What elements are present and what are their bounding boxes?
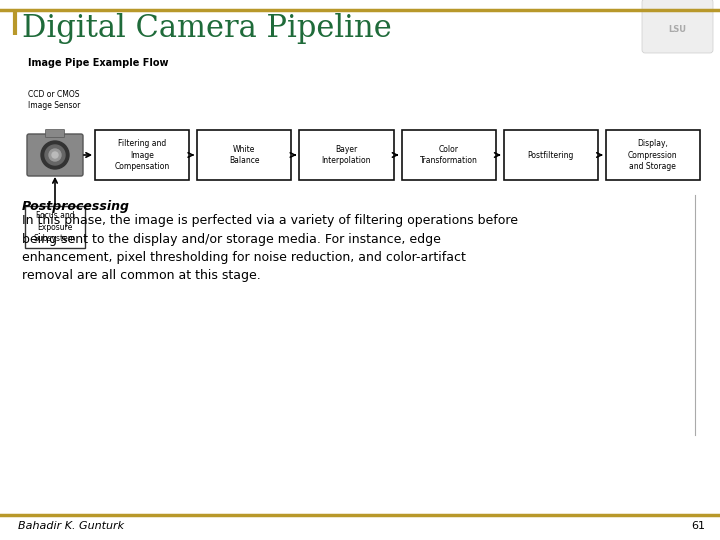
FancyBboxPatch shape bbox=[300, 130, 394, 180]
Text: Bayer
Interpolation: Bayer Interpolation bbox=[322, 145, 372, 165]
FancyBboxPatch shape bbox=[25, 206, 85, 248]
FancyBboxPatch shape bbox=[402, 130, 495, 180]
Text: LSU: LSU bbox=[668, 25, 686, 35]
FancyBboxPatch shape bbox=[504, 130, 598, 180]
Circle shape bbox=[45, 145, 65, 165]
Text: Bahadir K. Gunturk: Bahadir K. Gunturk bbox=[18, 521, 124, 531]
Text: Postprocessing: Postprocessing bbox=[22, 200, 130, 213]
FancyBboxPatch shape bbox=[197, 130, 292, 180]
Text: Color
Transformation: Color Transformation bbox=[420, 145, 477, 165]
Text: White
Balance: White Balance bbox=[229, 145, 259, 165]
Text: 61: 61 bbox=[691, 521, 705, 531]
Text: Digital Camera Pipeline: Digital Camera Pipeline bbox=[22, 12, 392, 44]
Circle shape bbox=[52, 152, 58, 158]
FancyBboxPatch shape bbox=[642, 0, 713, 53]
Text: Image Pipe Example Flow: Image Pipe Example Flow bbox=[28, 58, 168, 68]
Text: Postfiltering: Postfiltering bbox=[528, 151, 574, 159]
Text: Filtering and
Image
Compensation: Filtering and Image Compensation bbox=[114, 139, 170, 171]
FancyBboxPatch shape bbox=[606, 130, 700, 180]
FancyBboxPatch shape bbox=[45, 130, 65, 138]
Circle shape bbox=[49, 149, 61, 161]
Text: Focus and
Exposure
Subsystem: Focus and Exposure Subsystem bbox=[34, 211, 76, 242]
Text: CCD or CMOS
Image Sensor: CCD or CMOS Image Sensor bbox=[28, 90, 81, 110]
FancyBboxPatch shape bbox=[27, 134, 83, 176]
FancyBboxPatch shape bbox=[95, 130, 189, 180]
Text: Display,
Compression
and Storage: Display, Compression and Storage bbox=[628, 139, 678, 171]
Text: In this phase, the image is perfected via a variety of filtering operations befo: In this phase, the image is perfected vi… bbox=[22, 214, 518, 282]
Circle shape bbox=[41, 141, 69, 169]
